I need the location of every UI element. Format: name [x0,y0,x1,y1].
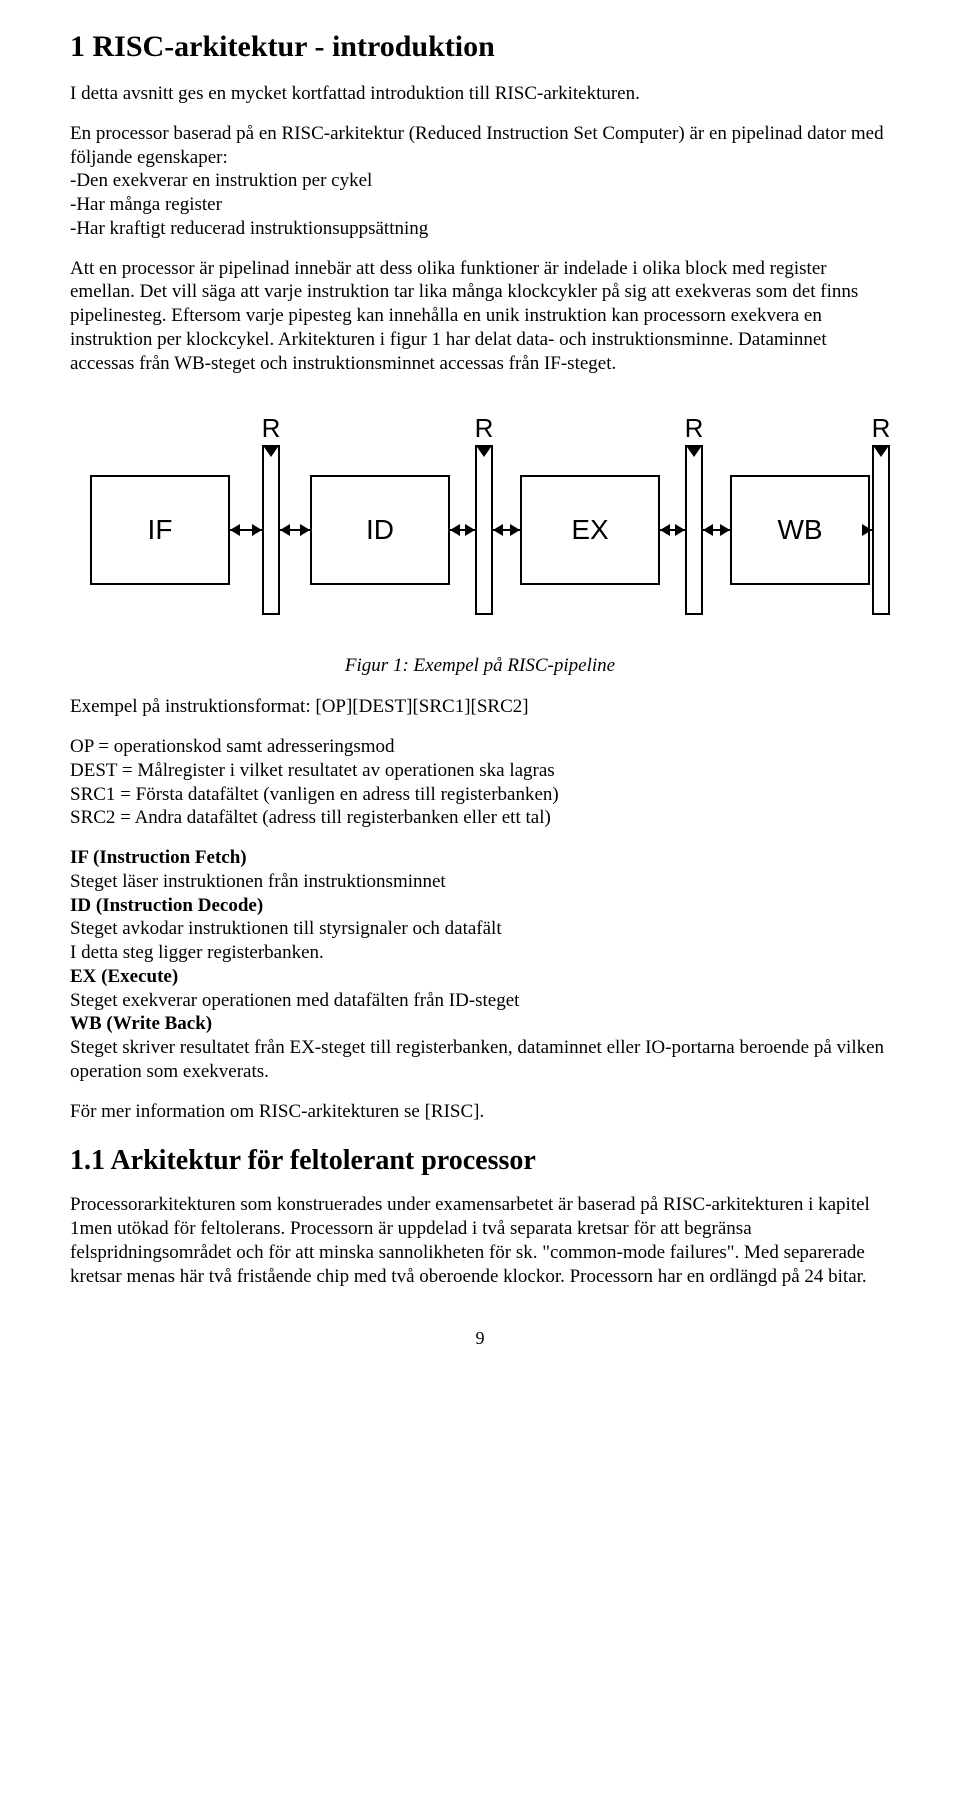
arrow-left-icon [450,524,460,536]
stage-line: Steget läser instruktionen från instrukt… [70,870,890,894]
pipeline-stage-ex: EX [520,475,660,585]
stage-title: ID (Instruction Decode) [70,894,890,918]
pipeline-register [872,445,890,615]
heading-section-1: 1 RISC-arkitektur - introduktion [70,30,890,64]
stage-definitions: IF (Instruction Fetch) Steget läser inst… [70,846,890,1084]
arrow-right-icon [675,524,685,536]
instruction-format-example: Exempel på instruktionsformat: [OP][DEST… [70,695,890,719]
stage-title: WB (Write Back) [70,1012,890,1036]
more-info-paragraph: För mer information om RISC-arkitekturen… [70,1100,890,1124]
stage-title: EX (Execute) [70,965,890,989]
arrow-left-icon [230,524,240,536]
arrow-left-icon [660,524,670,536]
pipeline-register [475,445,493,615]
page: 1 RISC-arkitektur - introduktion I detta… [0,0,960,1389]
arrow-right-icon [465,524,475,536]
clock-triangle-icon [264,447,278,457]
arrow-left-icon [493,524,503,536]
list-item: -Den exekverar en instruktion per cykel [70,169,890,193]
arrow-left-icon [280,524,290,536]
register-label: R [475,413,494,444]
register-label: R [872,413,891,444]
arrow-left-icon [703,524,713,536]
arrow-right-icon [510,524,520,536]
definition-line: DEST = Målregister i vilket resultatet a… [70,759,890,783]
field-definitions: OP = operationskod samt adresseringsmod … [70,735,890,830]
heading-subsection-1-1: 1.1 Arkitektur för feltolerant processor [70,1145,890,1177]
definition-line: SRC1 = Första datafältet (vanligen en ad… [70,783,890,807]
connector [870,529,872,531]
pipeline-stage-id: ID [310,475,450,585]
list-item: -Har många register [70,193,890,217]
pipeline-register [262,445,280,615]
stage-line: Steget avkodar instruktionen till styrsi… [70,917,890,941]
pipeline-paragraph: Att en processor är pipelinad innebär at… [70,257,890,376]
properties-lead: En processor baserad på en RISC-arkitekt… [70,122,890,170]
clock-triangle-icon [477,447,491,457]
arrow-right-icon [720,524,730,536]
pipeline-stage-wb: WB [730,475,870,585]
pipeline-diagram: R R R R IF ID EX WB [70,405,890,625]
arrow-right-icon [252,524,262,536]
page-number: 9 [70,1328,890,1349]
definition-line: OP = operationskod samt adresseringsmod [70,735,890,759]
architecture-paragraph: Processorarkitekturen som konstruerades … [70,1193,890,1288]
arrow-right-icon [300,524,310,536]
stage-line: I detta steg ligger registerbanken. [70,941,890,965]
pipeline-register [685,445,703,615]
register-label: R [262,413,281,444]
properties-list: -Den exekverar en instruktion per cykel … [70,169,890,240]
pipeline-stage-if: IF [90,475,230,585]
clock-triangle-icon [687,447,701,457]
stage-line: Steget exekverar operationen med datafäl… [70,989,890,1013]
definition-line: SRC2 = Andra datafältet (adress till reg… [70,806,890,830]
stage-line: Steget skriver resultatet från EX-steget… [70,1036,890,1084]
list-item: -Har kraftigt reducerad instruktionsupps… [70,217,890,241]
figure-caption: Figur 1: Exempel på RISC-pipeline [70,655,890,677]
stage-title: IF (Instruction Fetch) [70,846,890,870]
intro-paragraph: I detta avsnitt ges en mycket kortfattad… [70,82,890,106]
register-label: R [685,413,704,444]
clock-triangle-icon [874,447,888,457]
